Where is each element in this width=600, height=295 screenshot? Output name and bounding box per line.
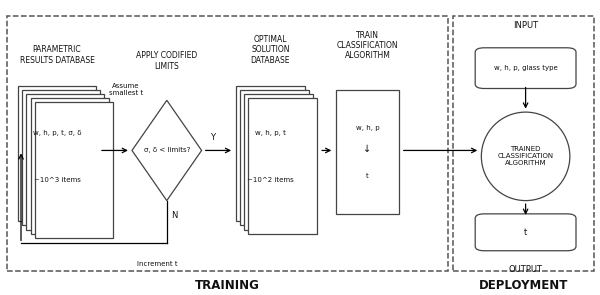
FancyBboxPatch shape xyxy=(22,90,100,225)
Polygon shape xyxy=(132,100,202,201)
FancyBboxPatch shape xyxy=(248,98,317,234)
Text: ~10^3 items: ~10^3 items xyxy=(34,177,80,183)
Text: t: t xyxy=(366,173,369,178)
Text: TRAINING: TRAINING xyxy=(195,279,260,292)
Text: w, h, p, t, σ, δ: w, h, p, t, σ, δ xyxy=(33,130,81,136)
Text: t: t xyxy=(524,228,527,237)
FancyBboxPatch shape xyxy=(18,86,96,221)
FancyBboxPatch shape xyxy=(240,90,309,225)
Text: PARAMETRIC
RESULTS DATABASE: PARAMETRIC RESULTS DATABASE xyxy=(20,45,94,65)
Text: TRAIN
CLASSIFICATION
ALGORITHM: TRAIN CLASSIFICATION ALGORITHM xyxy=(337,31,398,60)
Text: OPTIMAL
SOLUTION
DATABASE: OPTIMAL SOLUTION DATABASE xyxy=(251,35,290,65)
Text: w, h, p: w, h, p xyxy=(356,125,379,131)
Text: APPLY CODIFIED
LIMITS: APPLY CODIFIED LIMITS xyxy=(136,51,197,71)
Text: ↓: ↓ xyxy=(364,144,371,154)
Text: w, h, p, t: w, h, p, t xyxy=(255,130,286,136)
Text: Increment t: Increment t xyxy=(137,261,178,267)
Text: INPUT: INPUT xyxy=(513,21,538,30)
Text: Assume
smallest t: Assume smallest t xyxy=(109,83,143,96)
FancyBboxPatch shape xyxy=(244,94,313,230)
Text: TRAINED
CLASSIFICATION
ALGORITHM: TRAINED CLASSIFICATION ALGORITHM xyxy=(497,146,554,166)
Text: σ, δ < limits?: σ, δ < limits? xyxy=(143,148,190,153)
Text: Y: Y xyxy=(210,133,215,142)
Text: N: N xyxy=(171,211,177,220)
Text: DEPLOYMENT: DEPLOYMENT xyxy=(479,279,568,292)
FancyBboxPatch shape xyxy=(336,90,399,214)
FancyBboxPatch shape xyxy=(236,86,305,221)
Ellipse shape xyxy=(481,112,570,201)
Text: OUTPUT: OUTPUT xyxy=(509,266,542,274)
FancyBboxPatch shape xyxy=(31,98,109,234)
FancyBboxPatch shape xyxy=(475,48,576,88)
FancyBboxPatch shape xyxy=(35,102,113,238)
FancyBboxPatch shape xyxy=(26,94,104,230)
Text: w, h, p, glass type: w, h, p, glass type xyxy=(494,65,557,71)
FancyBboxPatch shape xyxy=(475,214,576,251)
Text: ~10^2 items: ~10^2 items xyxy=(247,177,293,183)
